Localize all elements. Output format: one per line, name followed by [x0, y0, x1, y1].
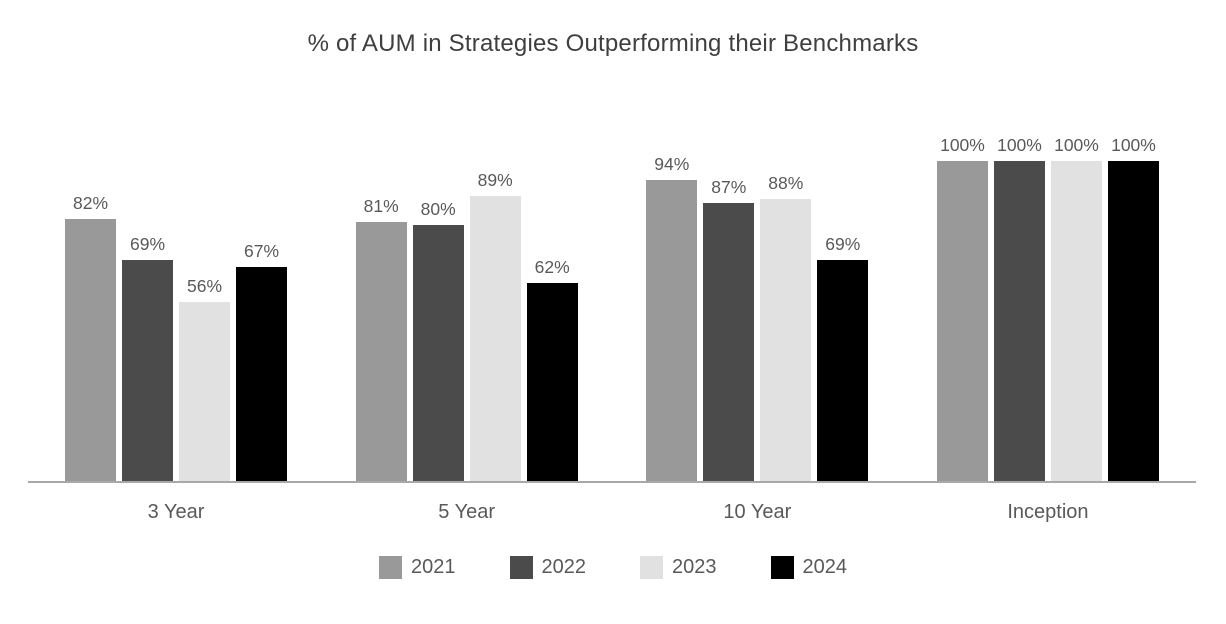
bar-value-label: 67%: [243, 240, 280, 261]
bar-value-label: 87%: [711, 176, 747, 197]
bar: 100%: [1050, 135, 1102, 481]
bar: 100%: [993, 135, 1045, 481]
bar: 67%: [236, 241, 287, 481]
bar-value-label: 89%: [477, 170, 513, 191]
category-label: 10 Year: [723, 501, 792, 523]
bar: 69%: [122, 234, 173, 481]
bar-value-label: 80%: [420, 199, 456, 219]
category-label: 5 Year: [438, 501, 496, 523]
bar-value-label: 62%: [534, 256, 570, 277]
bar-value-label: 94%: [654, 154, 690, 175]
legend-item: 2022: [509, 556, 587, 579]
legend-swatch: [640, 556, 663, 579]
legend: 2021 2022 2023 2024: [0, 556, 1226, 579]
bar-value-label: 82%: [72, 192, 109, 213]
bar-value-label: 100%: [940, 135, 985, 155]
legend-swatch: [509, 556, 533, 579]
bar-value-label: 100%: [1054, 135, 1099, 155]
bar: 100%: [936, 135, 988, 481]
legend-item: 2024: [770, 556, 848, 579]
bar-value-label: 69%: [825, 234, 861, 255]
bar: 69%: [817, 234, 869, 481]
bar: 62%: [526, 257, 578, 481]
bar: 88%: [760, 173, 812, 481]
bar: 87%: [703, 177, 755, 481]
x-axis-labels: 3 Year 5 Year 10 Year Inception: [28, 501, 1196, 524]
bar: 81%: [355, 196, 407, 481]
legend-label: 2024: [802, 556, 848, 578]
bar: 80%: [412, 199, 464, 481]
bar: 100%: [1107, 135, 1159, 481]
chart-title: % of AUM in Strategies Outperforming the…: [307, 30, 919, 57]
legend-label: 2023: [672, 556, 717, 578]
bar-group: 82% 69% 56% 67%: [65, 163, 287, 481]
category-label: Inception: [1007, 501, 1089, 523]
bar-value-label: 100%: [997, 135, 1042, 155]
bar-value-label: 88%: [768, 173, 804, 194]
category-label: 3 Year: [147, 501, 205, 523]
bar: 56%: [179, 276, 230, 481]
legend-item: 2023: [640, 556, 717, 579]
bar: 82%: [65, 193, 116, 481]
bar-group: 94% 87% 88% 69%: [646, 154, 869, 481]
legend-swatch: [770, 556, 794, 579]
legend-item: 2021: [379, 556, 456, 579]
bar-value-label: 100%: [1111, 135, 1156, 155]
bar: 89%: [469, 170, 521, 481]
plot-area: 82% 69% 56% 67% 81% 80% 89% 62% 94% 87% 88% 69% 100%…: [28, 135, 1196, 483]
legend-label: 2021: [411, 556, 456, 578]
bar-group: 100% 100% 100% 100%: [936, 135, 1159, 481]
bar-value-label: 69%: [129, 234, 166, 255]
legend-label: 2022: [541, 556, 587, 578]
bar-value-label: 56%: [186, 275, 223, 296]
bar-value-label: 81%: [363, 195, 399, 216]
bar-group: 81% 80% 89% 62%: [355, 163, 578, 481]
bar: 94%: [646, 154, 698, 481]
legend-swatch: [379, 556, 402, 579]
